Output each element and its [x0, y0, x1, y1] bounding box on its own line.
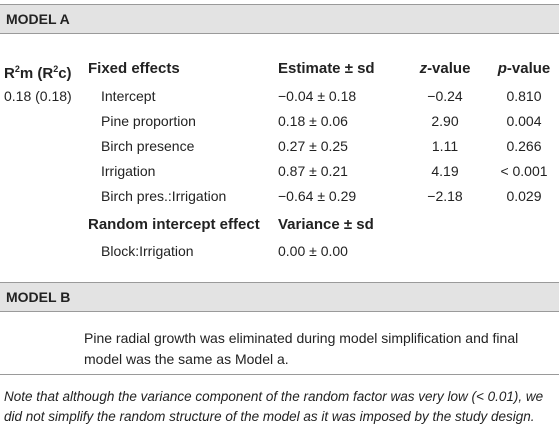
- row-p: 0.004: [506, 113, 542, 129]
- model-b-text: Pine radial growth was eliminated during…: [84, 330, 519, 367]
- row-estimate: 0.87 ± 0.21: [278, 163, 348, 179]
- col-header-estimate: Estimate ± sd: [278, 60, 375, 77]
- model-a-heading-band: MODEL A: [0, 4, 559, 34]
- col-header-fixed-effects: Fixed effects: [88, 60, 180, 77]
- random-effect-name: Block:Irrigation: [101, 243, 194, 259]
- model-b-heading-band: MODEL B: [0, 282, 559, 312]
- row-name: Birch presence: [101, 138, 195, 154]
- row-estimate: 0.27 ± 0.25: [278, 138, 348, 154]
- row-p: 0.266: [506, 138, 542, 154]
- row-z: 2.90: [431, 113, 459, 129]
- row-name: Irrigation: [101, 163, 156, 179]
- row-z: 4.19: [431, 163, 459, 179]
- note-divider: [0, 374, 559, 375]
- random-effect-variance: 0.00 ± 0.00: [278, 243, 348, 259]
- row-estimate: −0.04 ± 0.18: [278, 88, 357, 104]
- col-header-p-value: p-value: [497, 60, 551, 77]
- row-estimate: −0.64 ± 0.29: [278, 188, 357, 204]
- variance-header: Variance ± sd: [278, 216, 374, 233]
- row-z: 1.11: [431, 138, 459, 154]
- row-p: 0.810: [506, 88, 542, 104]
- note-line-1: Note that although the variance componen…: [4, 389, 544, 404]
- row-z: −0.24: [427, 88, 463, 104]
- row-p: 0.029: [506, 188, 542, 204]
- random-effect-header: Random intercept effect: [88, 216, 260, 233]
- note-line-2: did not simplify the random structure of…: [4, 409, 535, 424]
- row-p: < 0.001: [500, 163, 548, 179]
- model-b-heading: MODEL B: [6, 289, 71, 305]
- table-note: Note that although the variance componen…: [4, 387, 556, 427]
- row-name: Pine proportion: [101, 113, 196, 129]
- row-estimate: 0.18 ± 0.06: [278, 113, 348, 129]
- model-a-heading: MODEL A: [6, 11, 70, 27]
- col-header-r2: R2m (R2c): [4, 64, 72, 82]
- col-header-z-value: z-value: [419, 60, 471, 77]
- r2-value: 0.18 (0.18): [4, 88, 72, 104]
- row-name: Birch pres.:Irrigation: [101, 188, 227, 204]
- row-z: −2.18: [427, 188, 463, 204]
- row-name: Intercept: [101, 88, 156, 104]
